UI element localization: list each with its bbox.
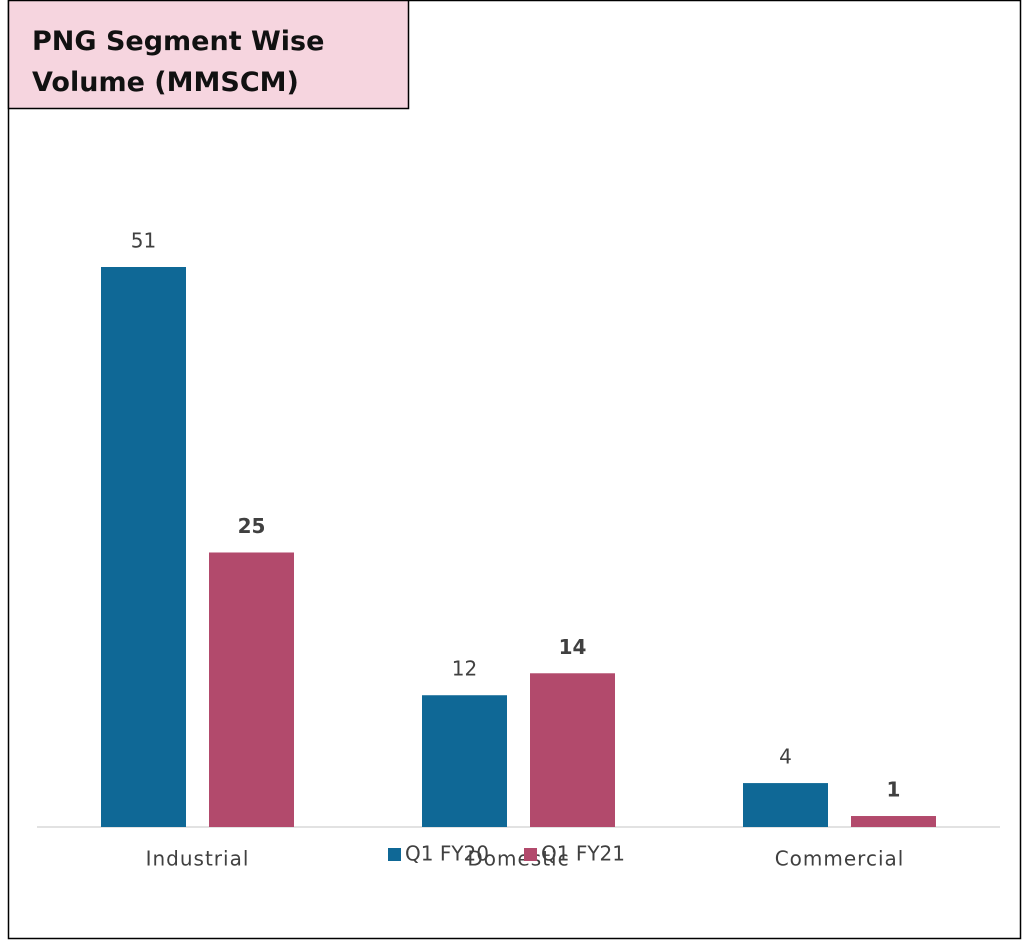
data-label: 4	[779, 745, 792, 769]
bar	[209, 552, 294, 827]
title-box	[7, 0, 410, 110]
bar	[530, 673, 615, 827]
legend-swatch	[524, 848, 537, 861]
x-tick-label: Domestic	[467, 847, 569, 871]
x-tick-label: Industrial	[146, 847, 250, 871]
legend-swatch	[388, 848, 401, 861]
data-label: 1	[887, 778, 901, 802]
chart-title: Volume (MMSCM)	[32, 67, 299, 98]
data-label: 12	[452, 657, 477, 681]
data-label: 25	[238, 514, 266, 538]
bar	[743, 783, 828, 827]
bar	[851, 816, 936, 827]
data-label: 14	[559, 635, 587, 659]
bar	[422, 695, 507, 827]
bar	[101, 267, 186, 827]
chart-title: PNG Segment Wise	[32, 26, 324, 57]
frame	[7, 0, 1022, 940]
legend-label: Q1 FY21	[541, 842, 625, 866]
data-label: 51	[131, 229, 156, 253]
legend-label: Q1 FY20	[405, 842, 489, 866]
x-tick-label: Commercial	[775, 847, 905, 871]
